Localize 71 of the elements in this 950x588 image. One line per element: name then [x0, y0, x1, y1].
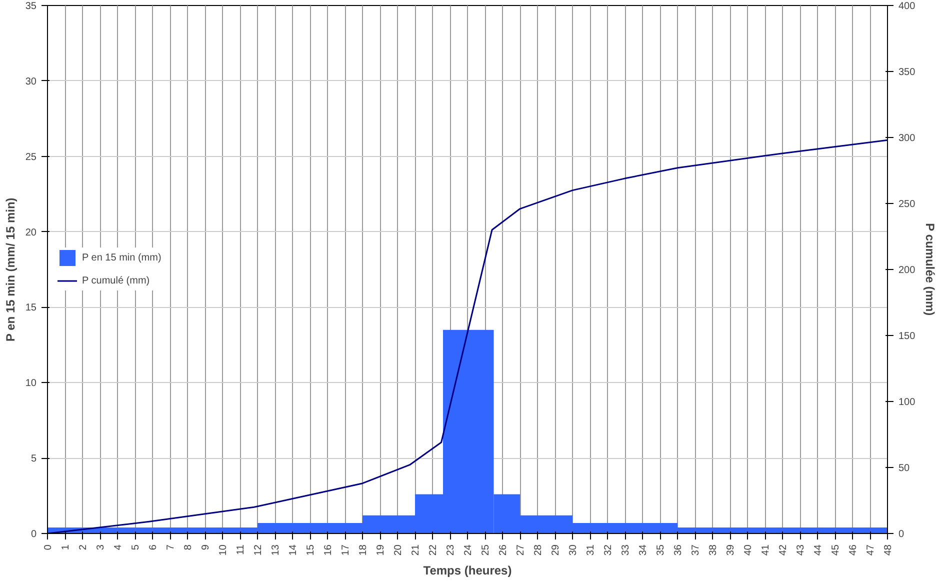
- x-tick-label: 6: [148, 544, 159, 550]
- x-tick-label: 30: [568, 544, 579, 556]
- y2-tick-label: 300: [898, 133, 916, 144]
- x-tick-label: 7: [166, 544, 176, 550]
- x-tick-label: 40: [743, 544, 754, 556]
- y2-tick-label: 200: [898, 265, 916, 276]
- x-tick-label: 31: [586, 544, 596, 556]
- x-tick-label: 45: [830, 544, 842, 556]
- x-tick-label: 10: [218, 544, 229, 556]
- y2-tick-label: 150: [898, 331, 916, 342]
- x-tick-label: 17: [340, 544, 352, 556]
- x-tick-label: 25: [480, 544, 492, 556]
- y2-tick-label: 400: [898, 1, 916, 12]
- x-tick-label: 9: [200, 544, 212, 550]
- x-tick-label: 11: [236, 544, 246, 555]
- x-tick-label: 19: [376, 544, 386, 556]
- x-tick-label: 3: [96, 544, 106, 550]
- x-tick-label: 29: [550, 544, 562, 556]
- x-tick-label: 34: [638, 544, 649, 556]
- y2-axis-title: P cumulée (mm): [923, 223, 938, 316]
- x-tick-label: 35: [656, 544, 666, 556]
- x-tick-label: 4: [113, 544, 124, 550]
- x-tick-label: 39: [726, 544, 736, 556]
- x-tick-label: 48: [883, 544, 894, 556]
- x-tick-label: 28: [533, 544, 544, 556]
- x-tick-label: 27: [516, 544, 526, 556]
- x-tick-label: 13: [270, 544, 282, 556]
- x-tick-label: 26: [498, 544, 509, 556]
- x-tick-label: 47: [866, 544, 876, 556]
- y-tick-label: 25: [25, 152, 37, 163]
- y-tick-label: 5: [30, 454, 37, 465]
- x-tick-label: 46: [848, 544, 859, 556]
- y2-tick-label: 50: [898, 463, 910, 474]
- y2-tick-label: 100: [898, 397, 916, 408]
- x-tick-label: 18: [358, 544, 369, 556]
- x-tick-label: 5: [130, 544, 142, 550]
- x-tick-label: 23: [446, 544, 456, 556]
- y-tick-label: 35: [25, 1, 37, 12]
- x-tick-label: 37: [690, 544, 702, 556]
- x-tick-label: 20: [393, 544, 404, 556]
- x-tick-label: 32: [603, 544, 614, 556]
- x-tick-label: 24: [463, 544, 474, 556]
- x-tick-label: 41: [760, 544, 772, 556]
- x-axis-title: Temps (heures): [423, 564, 512, 578]
- y2-tick-label: 0: [898, 529, 904, 540]
- y-tick-label: 0: [30, 529, 37, 540]
- x-tick-label: 12: [253, 544, 264, 556]
- x-tick-label: 15: [306, 544, 316, 556]
- x-tick-label: 36: [673, 544, 684, 556]
- x-tick-label: 8: [183, 544, 194, 550]
- y-tick-label: 10: [25, 378, 37, 390]
- x-tick-label: 38: [708, 544, 719, 556]
- y-tick-label: 20: [25, 227, 37, 238]
- x-tick-label: 43: [796, 544, 806, 556]
- x-tick-label: 2: [78, 544, 89, 550]
- y-tick-label: 30: [25, 76, 37, 88]
- x-tick-label: 16: [323, 544, 334, 556]
- x-tick-label: 0: [43, 544, 54, 550]
- y2-tick-label: 350: [898, 67, 916, 78]
- x-tick-label: 14: [288, 544, 299, 556]
- x-tick-label: 1: [60, 544, 72, 550]
- y-axis-title: P en 15 min (mm/ 15 min): [3, 198, 18, 342]
- y2-tick-label: 250: [898, 199, 916, 210]
- y-tick-label: 15: [25, 302, 37, 314]
- legend-label: P en 15 min (mm): [82, 252, 162, 263]
- legend-label: P cumulé (mm): [82, 275, 150, 286]
- x-tick-label: 21: [410, 544, 422, 556]
- x-tick-label: 44: [813, 544, 824, 556]
- x-tick-label: 33: [620, 544, 632, 556]
- x-tick-label: 22: [428, 544, 439, 556]
- x-tick-label: 42: [778, 544, 789, 556]
